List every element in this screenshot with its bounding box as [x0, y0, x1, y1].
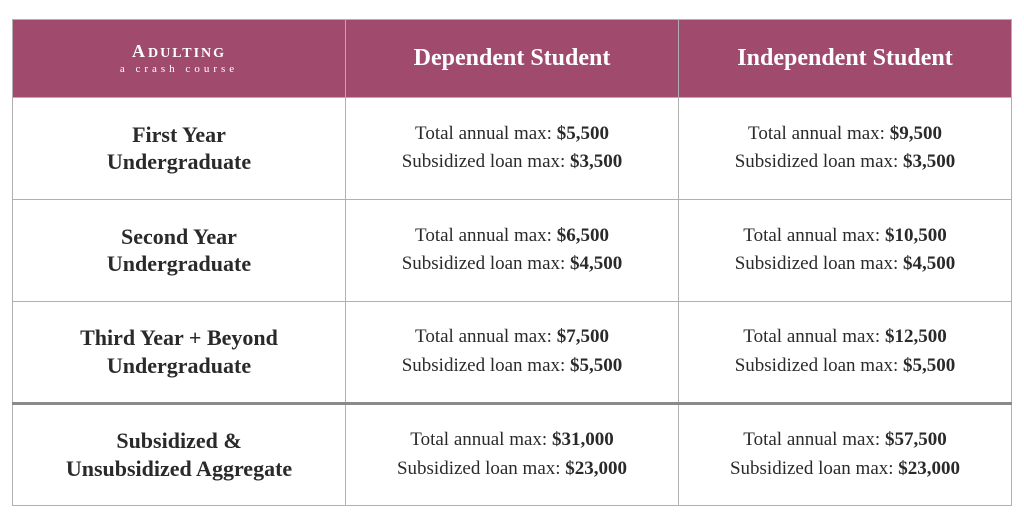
independent-content: Total annual max: $9,500Subsidized loan … [679, 120, 1011, 177]
brand-title: ADULTING [132, 42, 226, 61]
dependent-content: Total annual max: $6,500Subsidized loan … [346, 222, 678, 279]
table-row: First YearUndergraduateTotal annual max:… [13, 97, 1012, 199]
subsidized-line: Subsidized loan max: $5,500 [679, 352, 1011, 381]
total-prefix: Total annual max: [410, 429, 552, 450]
dependent-cell: Total annual max: $6,500Subsidized loan … [346, 199, 679, 301]
total-prefix: Total annual max: [748, 123, 890, 144]
independent-content: Total annual max: $10,500Subsidized loan… [679, 222, 1011, 279]
total-line: Total annual max: $9,500 [679, 120, 1011, 149]
total-prefix: Total annual max: [743, 429, 885, 450]
total-line: Total annual max: $10,500 [679, 222, 1011, 251]
independent-cell: Total annual max: $57,500Subsidized loan… [679, 403, 1012, 505]
header-row: ADULTING a crash course Dependent Studen… [13, 19, 1012, 97]
subsidized-line: Subsidized loan max: $23,000 [679, 455, 1011, 484]
independent-cell: Total annual max: $9,500Subsidized loan … [679, 97, 1012, 199]
total-amount: $12,500 [885, 326, 947, 347]
subsidized-amount: $5,500 [570, 355, 622, 376]
total-amount: $9,500 [890, 123, 942, 144]
total-amount: $7,500 [557, 326, 609, 347]
subsidized-prefix: Subsidized loan max: [735, 151, 903, 172]
total-line: Total annual max: $31,000 [346, 426, 678, 455]
subsidized-prefix: Subsidized loan max: [735, 355, 903, 376]
subsidized-amount: $4,500 [570, 253, 622, 274]
total-amount: $6,500 [557, 225, 609, 246]
total-amount: $10,500 [885, 225, 947, 246]
brand-subtitle: a crash course [120, 63, 238, 75]
subsidized-line: Subsidized loan max: $23,000 [346, 455, 678, 484]
subsidized-amount: $3,500 [903, 151, 955, 172]
subsidized-prefix: Subsidized loan max: [397, 458, 565, 479]
total-line: Total annual max: $12,500 [679, 323, 1011, 352]
subsidized-prefix: Subsidized loan max: [402, 355, 570, 376]
total-prefix: Total annual max: [415, 123, 557, 144]
dependent-cell: Total annual max: $31,000Subsidized loan… [346, 403, 679, 505]
total-prefix: Total annual max: [743, 326, 885, 347]
total-line: Total annual max: $57,500 [679, 426, 1011, 455]
logo-cell: ADULTING a crash course [13, 19, 346, 97]
row-label: Second YearUndergraduate [13, 223, 345, 278]
total-amount: $31,000 [552, 429, 614, 450]
total-line: Total annual max: $5,500 [346, 120, 678, 149]
row-label-cell: Subsidized &Unsubsidized Aggregate [13, 403, 346, 505]
subsidized-prefix: Subsidized loan max: [735, 253, 903, 274]
subsidized-prefix: Subsidized loan max: [402, 151, 570, 172]
subsidized-prefix: Subsidized loan max: [402, 253, 570, 274]
subsidized-line: Subsidized loan max: $3,500 [346, 148, 678, 177]
brand-title-rest: DULTING [148, 46, 226, 61]
subsidized-prefix: Subsidized loan max: [730, 458, 898, 479]
row-label-cell: Second YearUndergraduate [13, 199, 346, 301]
independent-content: Total annual max: $12,500Subsidized loan… [679, 323, 1011, 380]
subsidized-amount: $3,500 [570, 151, 622, 172]
row-label: First YearUndergraduate [13, 121, 345, 176]
brand-logo: ADULTING a crash course [13, 20, 345, 97]
row-label: Third Year + BeyondUndergraduate [13, 324, 345, 379]
total-prefix: Total annual max: [743, 225, 885, 246]
total-line: Total annual max: $7,500 [346, 323, 678, 352]
subsidized-amount: $23,000 [565, 458, 627, 479]
table-row: Subsidized &Unsubsidized AggregateTotal … [13, 403, 1012, 505]
row-label-cell: First YearUndergraduate [13, 97, 346, 199]
dependent-content: Total annual max: $5,500Subsidized loan … [346, 120, 678, 177]
row-label: Subsidized &Unsubsidized Aggregate [13, 427, 345, 482]
col-header-dependent: Dependent Student [346, 19, 679, 97]
independent-cell: Total annual max: $12,500Subsidized loan… [679, 301, 1012, 403]
subsidized-amount: $5,500 [903, 355, 955, 376]
total-prefix: Total annual max: [415, 326, 557, 347]
subsidized-amount: $4,500 [903, 253, 955, 274]
table-row: Third Year + BeyondUndergraduateTotal an… [13, 301, 1012, 403]
col-header-independent: Independent Student [679, 19, 1012, 97]
subsidized-line: Subsidized loan max: $5,500 [346, 352, 678, 381]
subsidized-amount: $23,000 [898, 458, 960, 479]
total-amount: $57,500 [885, 429, 947, 450]
table-row: Second YearUndergraduateTotal annual max… [13, 199, 1012, 301]
dependent-content: Total annual max: $7,500Subsidized loan … [346, 323, 678, 380]
total-prefix: Total annual max: [415, 225, 557, 246]
total-line: Total annual max: $6,500 [346, 222, 678, 251]
total-amount: $5,500 [557, 123, 609, 144]
subsidized-line: Subsidized loan max: $4,500 [346, 250, 678, 279]
dependent-content: Total annual max: $31,000Subsidized loan… [346, 426, 678, 483]
subsidized-line: Subsidized loan max: $3,500 [679, 148, 1011, 177]
independent-cell: Total annual max: $10,500Subsidized loan… [679, 199, 1012, 301]
independent-content: Total annual max: $57,500Subsidized loan… [679, 426, 1011, 483]
dependent-cell: Total annual max: $5,500Subsidized loan … [346, 97, 679, 199]
dependent-cell: Total annual max: $7,500Subsidized loan … [346, 301, 679, 403]
loan-limits-table: ADULTING a crash course Dependent Studen… [12, 19, 1012, 506]
subsidized-line: Subsidized loan max: $4,500 [679, 250, 1011, 279]
row-label-cell: Third Year + BeyondUndergraduate [13, 301, 346, 403]
